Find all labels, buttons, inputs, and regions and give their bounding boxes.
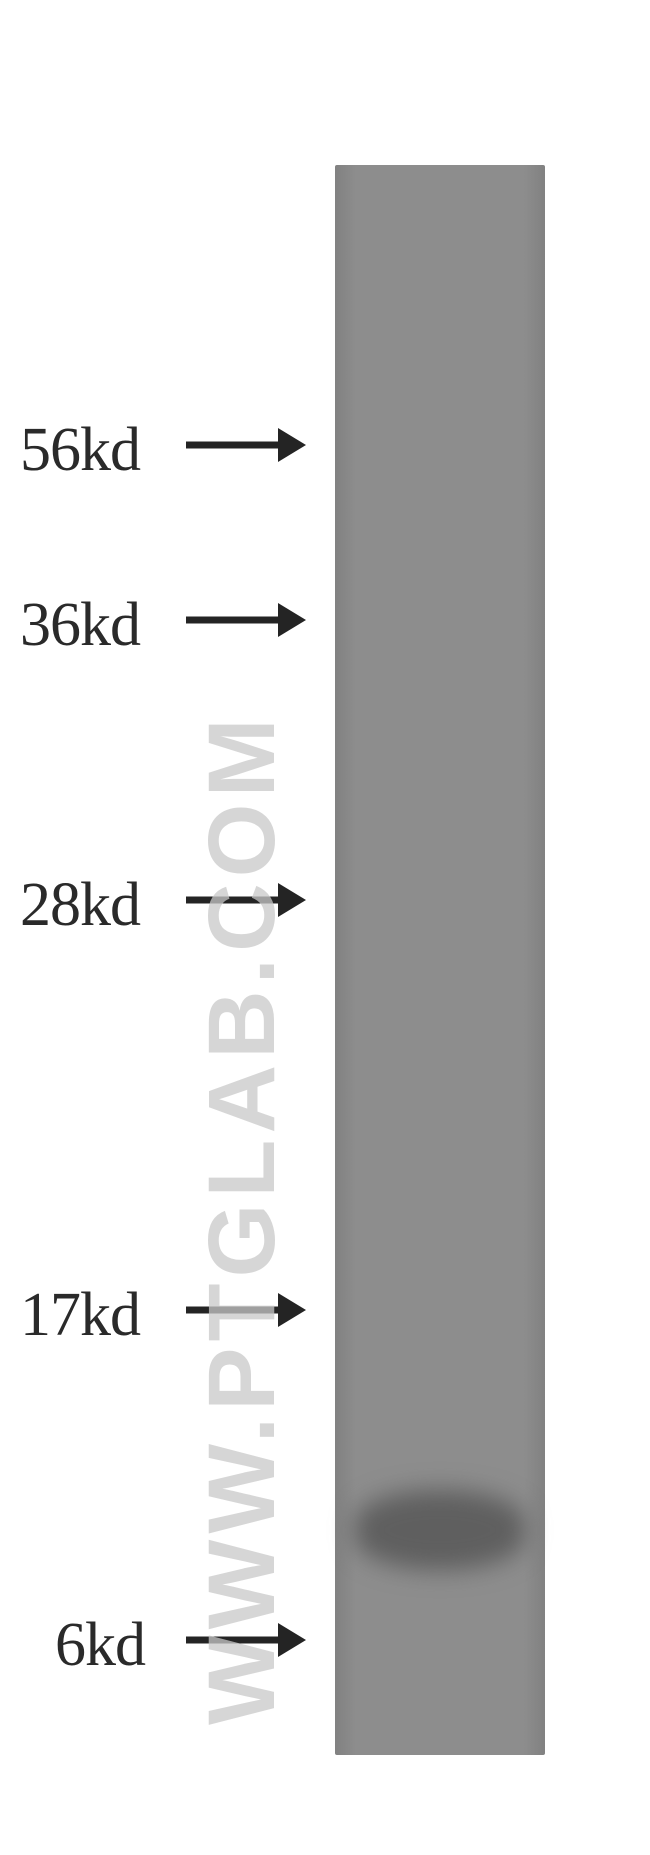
marker-row: 17kd: [0, 1280, 335, 1340]
arrow-right-icon: [186, 1623, 306, 1657]
blot-figure: 56kd 36kd 28kd 17kd 6kd WWW.PTGLAB.COM: [0, 0, 650, 1855]
marker-label: 36kd: [20, 590, 140, 661]
marker-row: 28kd: [0, 870, 335, 930]
arrow-right-icon: [186, 428, 306, 462]
arrow-right-icon: [186, 603, 306, 637]
marker-row: 56kd: [0, 415, 335, 475]
watermark-text: WWW.PTGLAB.COM: [188, 712, 297, 1725]
marker-row: 36kd: [0, 590, 335, 650]
marker-label: 6kd: [55, 1610, 145, 1681]
marker-row: 6kd: [0, 1610, 335, 1670]
blot-band: [355, 1490, 525, 1570]
marker-label: 28kd: [20, 870, 140, 941]
marker-label: 56kd: [20, 415, 140, 486]
arrow-right-icon: [186, 883, 306, 917]
marker-label: 17kd: [20, 1280, 140, 1351]
arrow-right-icon: [186, 1293, 306, 1327]
